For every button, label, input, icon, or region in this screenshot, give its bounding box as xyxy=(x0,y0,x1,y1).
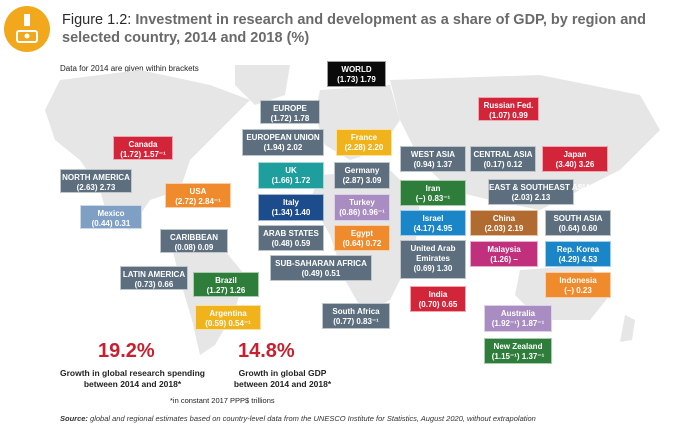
bracket-note: Data for 2014 are given within brackets xyxy=(60,64,199,73)
region-caribbean: CARIBBEAN (0.08) 0.09 xyxy=(160,229,228,253)
region-australia: Australia (1.92⁻¹) 1.87⁻¹ xyxy=(484,305,552,332)
region-turkey: Turkey (0.86) 0.96⁻¹ xyxy=(334,194,390,221)
region-russian-fed: Russian Fed. (1.07) 0.99 xyxy=(478,97,539,121)
source-text: global and regional estimates based on c… xyxy=(90,414,536,423)
source-note: Source: global and regional estimates ba… xyxy=(60,414,536,423)
region-malaysia: Malaysia (1.26) – xyxy=(470,241,538,267)
region-north-america: NORTH AMERICA (2.63) 2.73 xyxy=(60,169,132,193)
region-south-africa: South Africa (0.77) 0.83⁻¹ xyxy=(322,303,390,329)
region-italy: Italy (1.34) 1.40 xyxy=(258,194,324,221)
region-usa: USA (2.72) 2.84⁻¹ xyxy=(165,183,231,208)
stat-gdp-value: 14.8% xyxy=(238,340,295,362)
region-rep-korea: Rep. Korea (4.29) 4.53 xyxy=(545,241,611,267)
source-label: Source: xyxy=(60,414,88,423)
region-european-union: EUROPEAN UNION (1.94) 2.02 xyxy=(242,129,324,156)
region-europe: EUROPE (1.72) 1.78 xyxy=(260,100,320,124)
region-united-arab-emirates: United Arab Emirates (0.69) 1.30 xyxy=(400,240,466,279)
region-arab-states: ARAB STATES (0.48) 0.59 xyxy=(258,225,324,251)
region-iran: Iran (–) 0.83⁻¹ xyxy=(400,180,466,206)
region-mexico: Mexico (0.44) 0.31 xyxy=(80,205,142,229)
figure-label: Figure 1.2: xyxy=(62,12,132,28)
region-indonesia: Indonesia (–) 0.23 xyxy=(545,272,611,298)
region-world: WORLD (1.73) 1.79 xyxy=(327,61,386,87)
region-central-asia: CENTRAL ASIA (0.17) 0.12 xyxy=(470,146,536,172)
ppp-footnote: *in constant 2017 PPP$ trillions xyxy=(170,396,275,405)
stat-research-spending-label: Growth in global research spending betwee… xyxy=(60,368,205,389)
figure-title: Figure 1.2: Investment in research and d… xyxy=(62,11,672,47)
region-west-asia: WEST ASIA (0.94) 1.37 xyxy=(400,146,466,172)
region-israel: Israel (4.17) 4.95 xyxy=(400,210,466,236)
region-argentina: Argentina (0.59) 0.54⁻¹ xyxy=(195,305,261,330)
science-logo-icon xyxy=(4,6,50,52)
region-uk: UK (1.66) 1.72 xyxy=(258,162,324,189)
region-china: China (2.03) 2.19 xyxy=(470,210,538,236)
region-sub-saharan-africa: SUB-SAHARAN AFRICA (0.49) 0.51 xyxy=(270,255,372,281)
region-france: France (2.28) 2.20 xyxy=(336,129,392,156)
stat-gdp-label: Growth in global GDP between 2014 and 201… xyxy=(233,368,332,389)
stat-research-spending-value: 19.2% xyxy=(98,340,155,362)
region-egypt: Egypt (0.64) 0.72 xyxy=(334,225,390,251)
region-new-zealand: New Zealand (1.15⁻¹) 1.37⁻¹ xyxy=(484,338,552,364)
region-latin-america: LATIN AMERICA (0.73) 0.66 xyxy=(120,266,188,290)
region-south-asia: SOUTH ASIA (0.64) 0.60 xyxy=(545,210,611,236)
region-germany: Germany (2.87) 3.09 xyxy=(334,162,390,189)
region-india: India (0.70) 0.65 xyxy=(410,286,466,312)
region-brazil: Brazil (1.27) 1.26 xyxy=(193,272,259,297)
region-canada: Canada (1.72) 1.57⁻¹ xyxy=(113,136,173,160)
figure-title-text: Investment in research and development a… xyxy=(62,12,646,46)
region-east-southeast-asia: EAST & SOUTHEAST ASIA (2.03) 2.13 xyxy=(488,179,591,205)
region-japan: Japan (3.40) 3.26 xyxy=(542,146,608,172)
